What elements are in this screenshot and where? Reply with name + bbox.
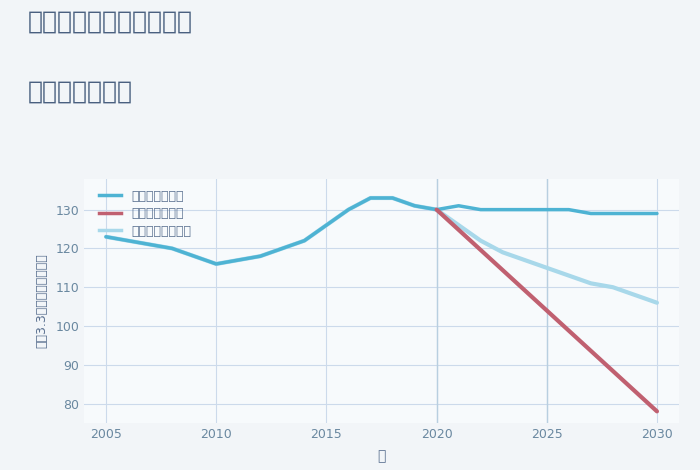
Text: 兵庫県西宮市門戸西町の: 兵庫県西宮市門戸西町の (28, 9, 193, 33)
Legend: グッドシナリオ, バッドシナリオ, ノーマルシナリオ: グッドシナリオ, バッドシナリオ, ノーマルシナリオ (96, 187, 194, 240)
X-axis label: 年: 年 (377, 449, 386, 463)
Text: 土地の価格推移: 土地の価格推移 (28, 80, 133, 104)
Y-axis label: 坪（3.3㎡）単価（万円）: 坪（3.3㎡）単価（万円） (35, 253, 48, 348)
